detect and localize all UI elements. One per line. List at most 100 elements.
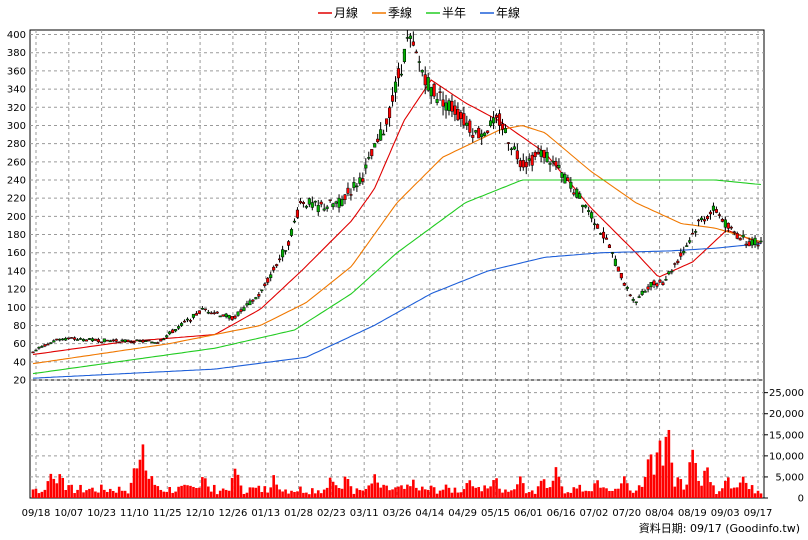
- volume-bar: [673, 486, 677, 498]
- candle-body: [408, 35, 412, 39]
- candle-body: [156, 342, 160, 344]
- volume-bar: [328, 477, 332, 498]
- volume-bar: [637, 485, 641, 498]
- volume-bar: [263, 486, 267, 498]
- date-tick-label: 04/14: [415, 508, 444, 519]
- candle-body: [352, 182, 356, 188]
- candle-body: [227, 314, 231, 319]
- candle-body: [382, 133, 386, 136]
- candle-body: [691, 232, 695, 235]
- volume-bar: [76, 489, 79, 498]
- candle-body: [732, 231, 736, 233]
- candle-body: [702, 219, 707, 222]
- price-tick-label: 300: [7, 121, 26, 132]
- date-tick-label: 05/15: [481, 508, 510, 519]
- date-tick-label: 07/20: [612, 508, 641, 519]
- candle-body: [316, 204, 320, 213]
- candle-body: [284, 250, 288, 252]
- candle-body: [174, 329, 178, 332]
- candle-body: [307, 198, 311, 205]
- candle-body: [402, 48, 406, 62]
- candle-body: [492, 117, 496, 124]
- volume-bar: [661, 465, 665, 498]
- volume-bar: [346, 479, 350, 498]
- volume-bar: [732, 487, 736, 498]
- candle-body: [343, 194, 347, 200]
- volume-bar: [91, 487, 94, 498]
- volume-bar: [105, 491, 109, 498]
- candle-body: [355, 185, 359, 188]
- volume-bar: [180, 485, 183, 498]
- volume-bar: [397, 486, 400, 498]
- candle-body: [263, 283, 267, 287]
- candle-body: [313, 200, 317, 203]
- candle-body: [322, 208, 326, 211]
- volume-bar: [108, 488, 112, 498]
- volume-bar: [120, 490, 124, 498]
- candle-body: [212, 312, 216, 314]
- candle-body: [542, 149, 546, 158]
- price-tick-label: 360: [7, 66, 26, 77]
- volume-bar: [679, 479, 683, 498]
- price-tick-label: 120: [7, 285, 26, 296]
- candle-body: [560, 172, 564, 178]
- candle-body: [367, 157, 371, 159]
- volume-bar: [468, 480, 472, 498]
- candle-body: [373, 143, 377, 148]
- volume-bar: [278, 489, 281, 498]
- price-tick-label: 260: [7, 157, 26, 168]
- volume-bar: [52, 478, 56, 498]
- candle-body: [108, 340, 112, 343]
- candle-body: [301, 202, 305, 204]
- volume-bar: [31, 489, 35, 498]
- volume-bar: [444, 484, 448, 498]
- volume-bar: [539, 480, 543, 498]
- candle-body: [334, 201, 338, 204]
- candle-body: [221, 314, 225, 317]
- volume-bar: [718, 491, 721, 498]
- volume-bar: [747, 489, 751, 498]
- volume-bar: [697, 480, 700, 498]
- price-tick-label: 240: [7, 176, 26, 187]
- volume-bar: [132, 468, 136, 498]
- candle-body: [245, 303, 249, 306]
- candle-body: [49, 342, 53, 344]
- price-tick-label: 180: [7, 230, 26, 241]
- candle-body: [447, 100, 451, 111]
- candle-body: [289, 229, 294, 236]
- candle-body: [162, 338, 166, 341]
- candle-body: [640, 290, 644, 295]
- candle-body: [720, 219, 724, 222]
- volume-bar: [596, 480, 599, 498]
- volume-bar: [251, 487, 255, 498]
- price-tick-label: 200: [7, 212, 26, 223]
- volume-bar: [302, 492, 305, 498]
- candle-body: [325, 206, 329, 209]
- volume-bar: [753, 493, 757, 498]
- volume-tick-label: 10,000: [769, 451, 804, 462]
- candle-body: [637, 296, 641, 298]
- candle-body: [346, 187, 350, 194]
- candle-body: [390, 95, 395, 102]
- candle-body: [596, 224, 600, 229]
- volume-bar: [738, 482, 742, 498]
- volume-bar: [156, 486, 160, 498]
- volume-bar: [572, 487, 576, 498]
- volume-bar: [560, 486, 564, 498]
- candle-body: [444, 102, 448, 111]
- volume-bar: [489, 486, 492, 498]
- volume-bar: [646, 459, 650, 498]
- price-tick-label: 320: [7, 103, 26, 114]
- date-tick-label: 12/26: [218, 508, 247, 519]
- candlesticks: [31, 29, 763, 354]
- candle-body: [572, 192, 576, 195]
- volume-bar: [486, 488, 489, 498]
- candle-body: [218, 315, 222, 318]
- volume-bar: [599, 487, 602, 498]
- volume-bar: [325, 487, 329, 498]
- volume-axis: 25,000 20,000 15,000 10,000 5,000 0: [764, 388, 804, 505]
- volume-bar: [114, 492, 118, 498]
- candle-body: [509, 148, 513, 151]
- candle-body: [393, 81, 398, 93]
- volume-bar: [542, 479, 546, 498]
